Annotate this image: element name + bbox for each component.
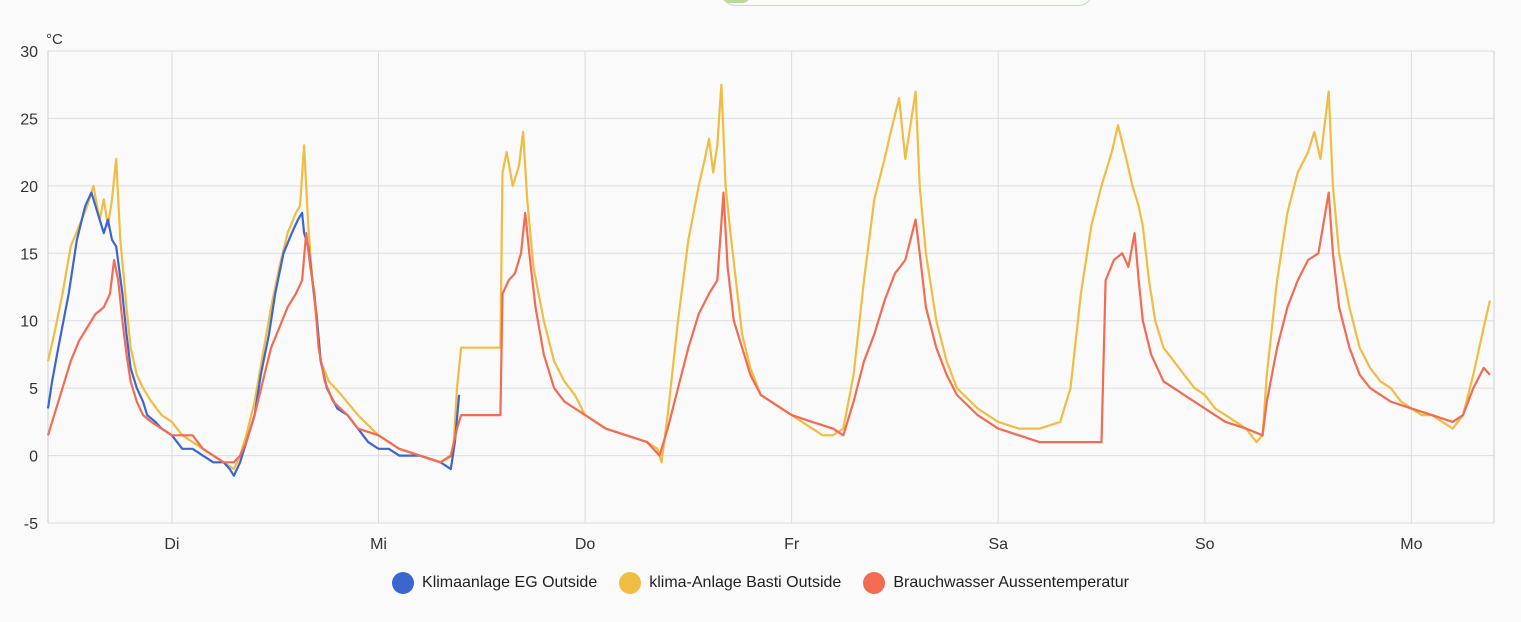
- y-axis: 30 25 20 15 10 5 0 -5: [20, 44, 38, 533]
- x-axis: Di Mi Do Fr Sa So Mo: [164, 536, 1422, 553]
- legend: Klimaanlage EG Outside klima-Anlage Basti…: [0, 572, 1521, 594]
- x-tick-label: Mo: [1400, 536, 1422, 553]
- legend-color-dot: [619, 572, 642, 594]
- series-line: [46, 191, 1491, 464]
- x-tick-label: Sa: [988, 536, 1008, 553]
- x-tick-label: Mi: [370, 536, 387, 553]
- x-tick-label: Di: [164, 536, 179, 553]
- y-tick-label: -5: [24, 516, 38, 533]
- legend-color-dot: [392, 572, 415, 594]
- chip-indicator: [721, 0, 751, 3]
- y-tick-label: 20: [20, 179, 38, 196]
- legend-item[interactable]: Brauchwasser Aussentemperatur: [863, 572, 1129, 594]
- legend-label: Klimaanlage EG Outside: [422, 574, 598, 591]
- y-tick-label: 30: [20, 44, 38, 61]
- series-line: [46, 83, 1491, 471]
- y-tick-label: 15: [20, 246, 38, 263]
- y-tick-label: 10: [20, 314, 38, 331]
- legend-label: Brauchwasser Aussentemperatur: [893, 574, 1129, 591]
- y-axis-unit: °C: [46, 31, 63, 48]
- x-tick-label: Fr: [784, 536, 800, 553]
- legend-color-dot: [863, 572, 886, 594]
- x-tick-label: So: [1195, 536, 1215, 553]
- x-tick-label: Do: [575, 536, 596, 553]
- legend-item[interactable]: Klimaanlage EG Outside: [392, 572, 597, 594]
- y-tick-label: 5: [29, 381, 38, 398]
- chart-grid: [47, 50, 1495, 524]
- legend-item[interactable]: klima-Anlage Basti Outside: [619, 572, 841, 594]
- series-lines: [46, 83, 1491, 477]
- y-tick-label: 25: [20, 111, 38, 128]
- series-line: [46, 191, 461, 477]
- line-chart: 30 25 20 15 10 5 0 -5 Di Mi Do Fr Sa So Mo °C: [20, 31, 1495, 553]
- y-tick-label: 0: [29, 449, 38, 466]
- legend-label: klima-Anlage Basti Outside: [649, 574, 842, 591]
